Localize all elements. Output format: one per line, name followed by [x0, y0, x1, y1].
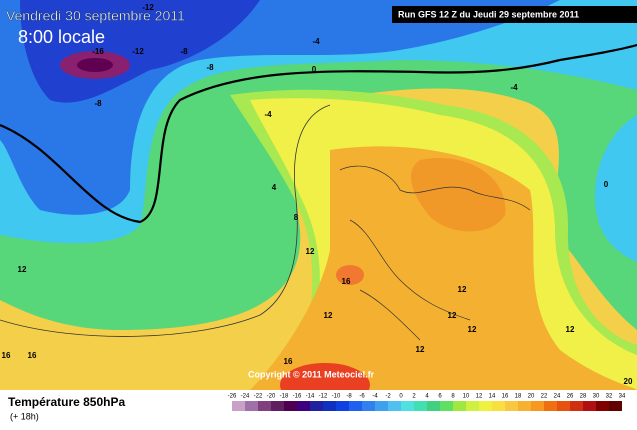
scale-label: 22	[541, 394, 548, 400]
scale-label: 26	[567, 394, 574, 400]
contour-label: -8	[180, 47, 188, 56]
scale-label: -12	[319, 394, 328, 400]
scale-label: 20	[528, 394, 535, 400]
contour-label: 12	[324, 311, 333, 320]
scale-label: 28	[580, 394, 587, 400]
scale-label: 18	[515, 394, 522, 400]
scale-label: -26	[228, 394, 237, 400]
contour-label: 12	[458, 285, 467, 294]
scale-label: -14	[306, 394, 315, 400]
scale-label: 4	[425, 394, 429, 400]
scale-cell	[453, 401, 466, 411]
contour-label: -4	[510, 83, 518, 92]
scale-label: 34	[619, 394, 626, 400]
scale-label: 24	[554, 394, 561, 400]
scale-cell	[440, 401, 453, 411]
contour-label: 12	[468, 325, 477, 334]
contour-label: 0	[604, 180, 609, 189]
contour-label: 8	[294, 213, 299, 222]
scale-cell	[258, 401, 271, 411]
scale-label: 2	[412, 394, 416, 400]
scale-cell	[544, 401, 557, 411]
scale-cell	[596, 401, 609, 411]
scale-cell	[518, 401, 531, 411]
scale-label: 10	[463, 394, 470, 400]
run-info: Run GFS 12 Z du Jeudi 29 septembre 2011	[398, 9, 579, 19]
contour-label: 12	[416, 345, 425, 354]
contour-label: 12	[18, 265, 27, 274]
scale-cell	[323, 401, 336, 411]
contour-label: 16	[342, 277, 351, 286]
scale-cell	[609, 401, 622, 411]
map	[0, 0, 637, 407]
scale-cell	[414, 401, 427, 411]
scale-cell	[362, 401, 375, 411]
scale-label: -18	[280, 394, 289, 400]
date-title: Vendredi 30 septembre 2011	[6, 8, 185, 24]
scale-label: -4	[372, 394, 378, 400]
scale-label: 8	[451, 394, 455, 400]
time-title: 8:00 locale	[18, 27, 105, 47]
scale-label: -22	[254, 394, 263, 400]
scale-cell	[466, 401, 479, 411]
scale-cell	[310, 401, 323, 411]
scale-label: 0	[399, 394, 403, 400]
scale-cell	[245, 401, 258, 411]
contour-label: 4	[272, 183, 277, 192]
scale-cell	[479, 401, 492, 411]
scale-cell	[388, 401, 401, 411]
scale-cell	[271, 401, 284, 411]
scale-label: 14	[489, 394, 496, 400]
scale-cell	[284, 401, 297, 411]
scale-cell	[349, 401, 362, 411]
contour-label: 16	[28, 351, 37, 360]
contour-label: -16	[92, 47, 104, 56]
contour-label: 20	[624, 377, 633, 386]
scale-label: 32	[606, 394, 613, 400]
scale-cell	[232, 401, 245, 411]
scale-label: 30	[593, 394, 600, 400]
contour-label: 12	[448, 311, 457, 320]
contour-label: 16	[284, 357, 293, 366]
contour-label: -4	[264, 110, 272, 119]
scale-cell	[557, 401, 570, 411]
contour-label: 12	[566, 325, 575, 334]
footer-title: Température 850hPa	[8, 395, 125, 409]
scale-cell	[297, 401, 310, 411]
contour-label: 16	[2, 351, 11, 360]
scale-cell	[375, 401, 388, 411]
scale-cell	[336, 401, 349, 411]
scale-label: 16	[502, 394, 509, 400]
contour-labels: -12 -16 -12 -8 -8 -8 -4 0 -4 -4 4 8 12 16 12 12 12 12 12 12…	[2, 3, 633, 386]
footer-lead: (+ 18h)	[10, 411, 39, 421]
scale-cell	[401, 401, 414, 411]
scale-cell	[427, 401, 440, 411]
scale-label: -20	[267, 394, 276, 400]
color-scale: -26 -24 -22 -20 -18 -16 -14 -12 -10 -8 -6 -4 -2 0 2 4 6 8…	[228, 394, 626, 411]
scale-label: 12	[476, 394, 483, 400]
scale-label: -24	[241, 394, 250, 400]
scale-label: -2	[385, 394, 391, 400]
contour-label: -4	[312, 37, 320, 46]
scale-cell	[583, 401, 596, 411]
scale-cell	[492, 401, 505, 411]
scale-cell	[570, 401, 583, 411]
run-box	[392, 6, 637, 23]
contour-label: 0	[312, 65, 317, 74]
scale-cell	[531, 401, 544, 411]
scale-label: -8	[346, 394, 352, 400]
scale-cell	[505, 401, 518, 411]
contour-label: -12	[142, 3, 154, 12]
contour-label: -8	[94, 99, 102, 108]
contour-label: -12	[132, 47, 144, 56]
scale-label: -16	[293, 394, 302, 400]
scale-label: -6	[359, 394, 365, 400]
copyright: Copyright © 2011 Meteociel.fr	[248, 369, 375, 379]
scale-label: -10	[332, 394, 341, 400]
contour-label: -8	[206, 63, 214, 72]
contour-label: 12	[306, 247, 315, 256]
scale-label: 6	[438, 394, 442, 400]
